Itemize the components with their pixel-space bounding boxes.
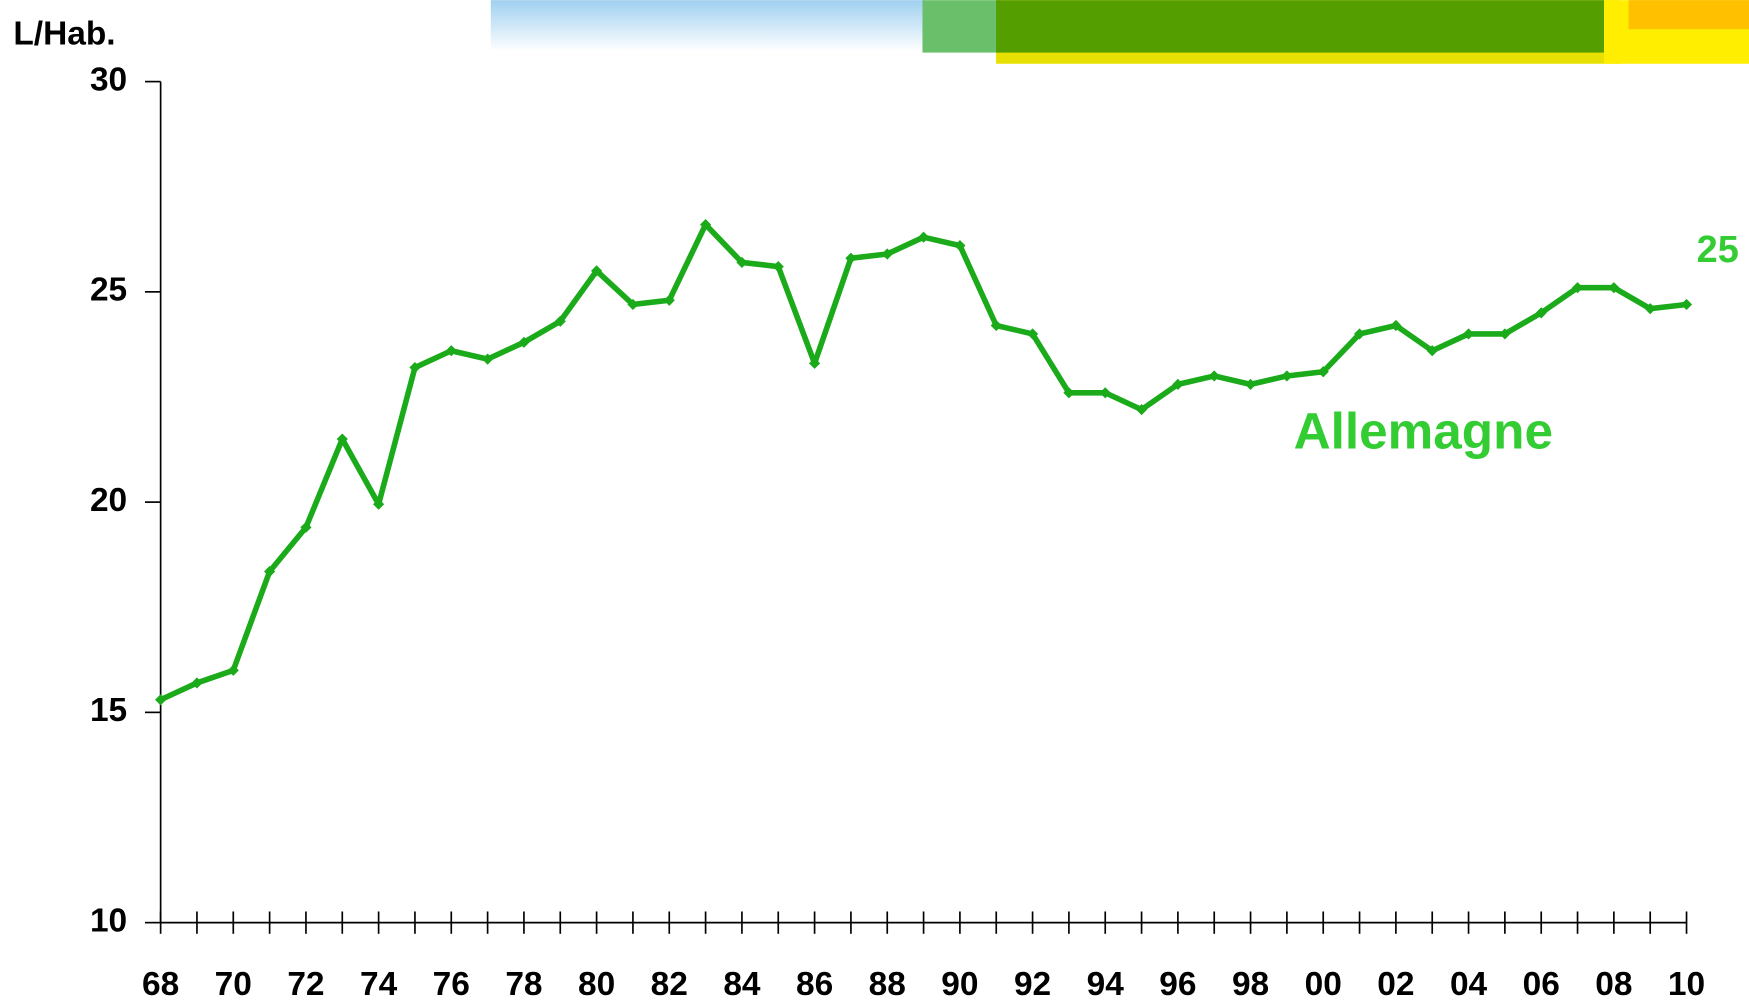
x-tick-label: 86 xyxy=(796,966,833,1002)
x-tick-label: 06 xyxy=(1523,966,1560,1002)
x-tick-label: 78 xyxy=(505,966,542,1002)
point xyxy=(700,218,712,231)
y-tick-label: 25 xyxy=(90,272,127,309)
point xyxy=(1244,378,1257,390)
point xyxy=(918,231,930,243)
point xyxy=(482,353,494,365)
point xyxy=(155,694,167,706)
x-tick-label: 04 xyxy=(1450,966,1488,1002)
point xyxy=(990,319,1002,332)
point xyxy=(1063,387,1075,399)
x-tick-label: 76 xyxy=(433,966,470,1002)
x-tick-label: 92 xyxy=(1014,966,1051,1002)
point xyxy=(1426,345,1438,357)
x-tick-label: 96 xyxy=(1159,966,1196,1002)
x-tick-label: 88 xyxy=(869,966,906,1002)
point xyxy=(1608,282,1620,294)
x-tick-label: 70 xyxy=(215,966,252,1002)
x-tick-label: 08 xyxy=(1595,966,1632,1002)
x-tick-label: 84 xyxy=(723,966,761,1002)
legend-label: Allemagne xyxy=(1294,403,1553,460)
x-tick-label: 82 xyxy=(651,966,688,1002)
x-tick-label: 00 xyxy=(1305,966,1342,1002)
point xyxy=(1172,378,1184,390)
x-tick-label: 90 xyxy=(941,966,978,1002)
y-tick-label: 10 xyxy=(90,902,127,939)
point xyxy=(1571,282,1584,294)
point xyxy=(1208,370,1220,382)
point xyxy=(336,433,348,445)
point xyxy=(1390,319,1402,332)
x-tick-label: 74 xyxy=(360,966,398,1002)
x-tick-label: 02 xyxy=(1377,966,1414,1002)
y-tick-label: 15 xyxy=(90,692,127,729)
x-tick-label: 68 xyxy=(142,966,179,1002)
annotation: 25 xyxy=(1697,229,1739,271)
x-tick-label: 80 xyxy=(578,966,615,1002)
x-tick-label: 10 xyxy=(1668,966,1705,1002)
point xyxy=(1317,366,1329,378)
x-tick-label: 94 xyxy=(1087,966,1125,1002)
point xyxy=(1680,298,1693,311)
point xyxy=(954,240,966,252)
header-decoration xyxy=(490,0,1749,64)
point xyxy=(1099,387,1111,399)
point xyxy=(627,298,639,311)
point xyxy=(1535,307,1547,319)
y-tick-label: 30 xyxy=(90,61,127,98)
point xyxy=(373,498,385,510)
y-tick-label: 20 xyxy=(90,482,127,519)
x-tick-label: 72 xyxy=(287,966,324,1002)
line xyxy=(159,221,1687,703)
point xyxy=(409,361,421,374)
point xyxy=(1281,370,1293,382)
point xyxy=(227,664,239,676)
y-axis-label: L/Hab. xyxy=(13,16,115,53)
x-tick-label: 98 xyxy=(1232,966,1269,1002)
